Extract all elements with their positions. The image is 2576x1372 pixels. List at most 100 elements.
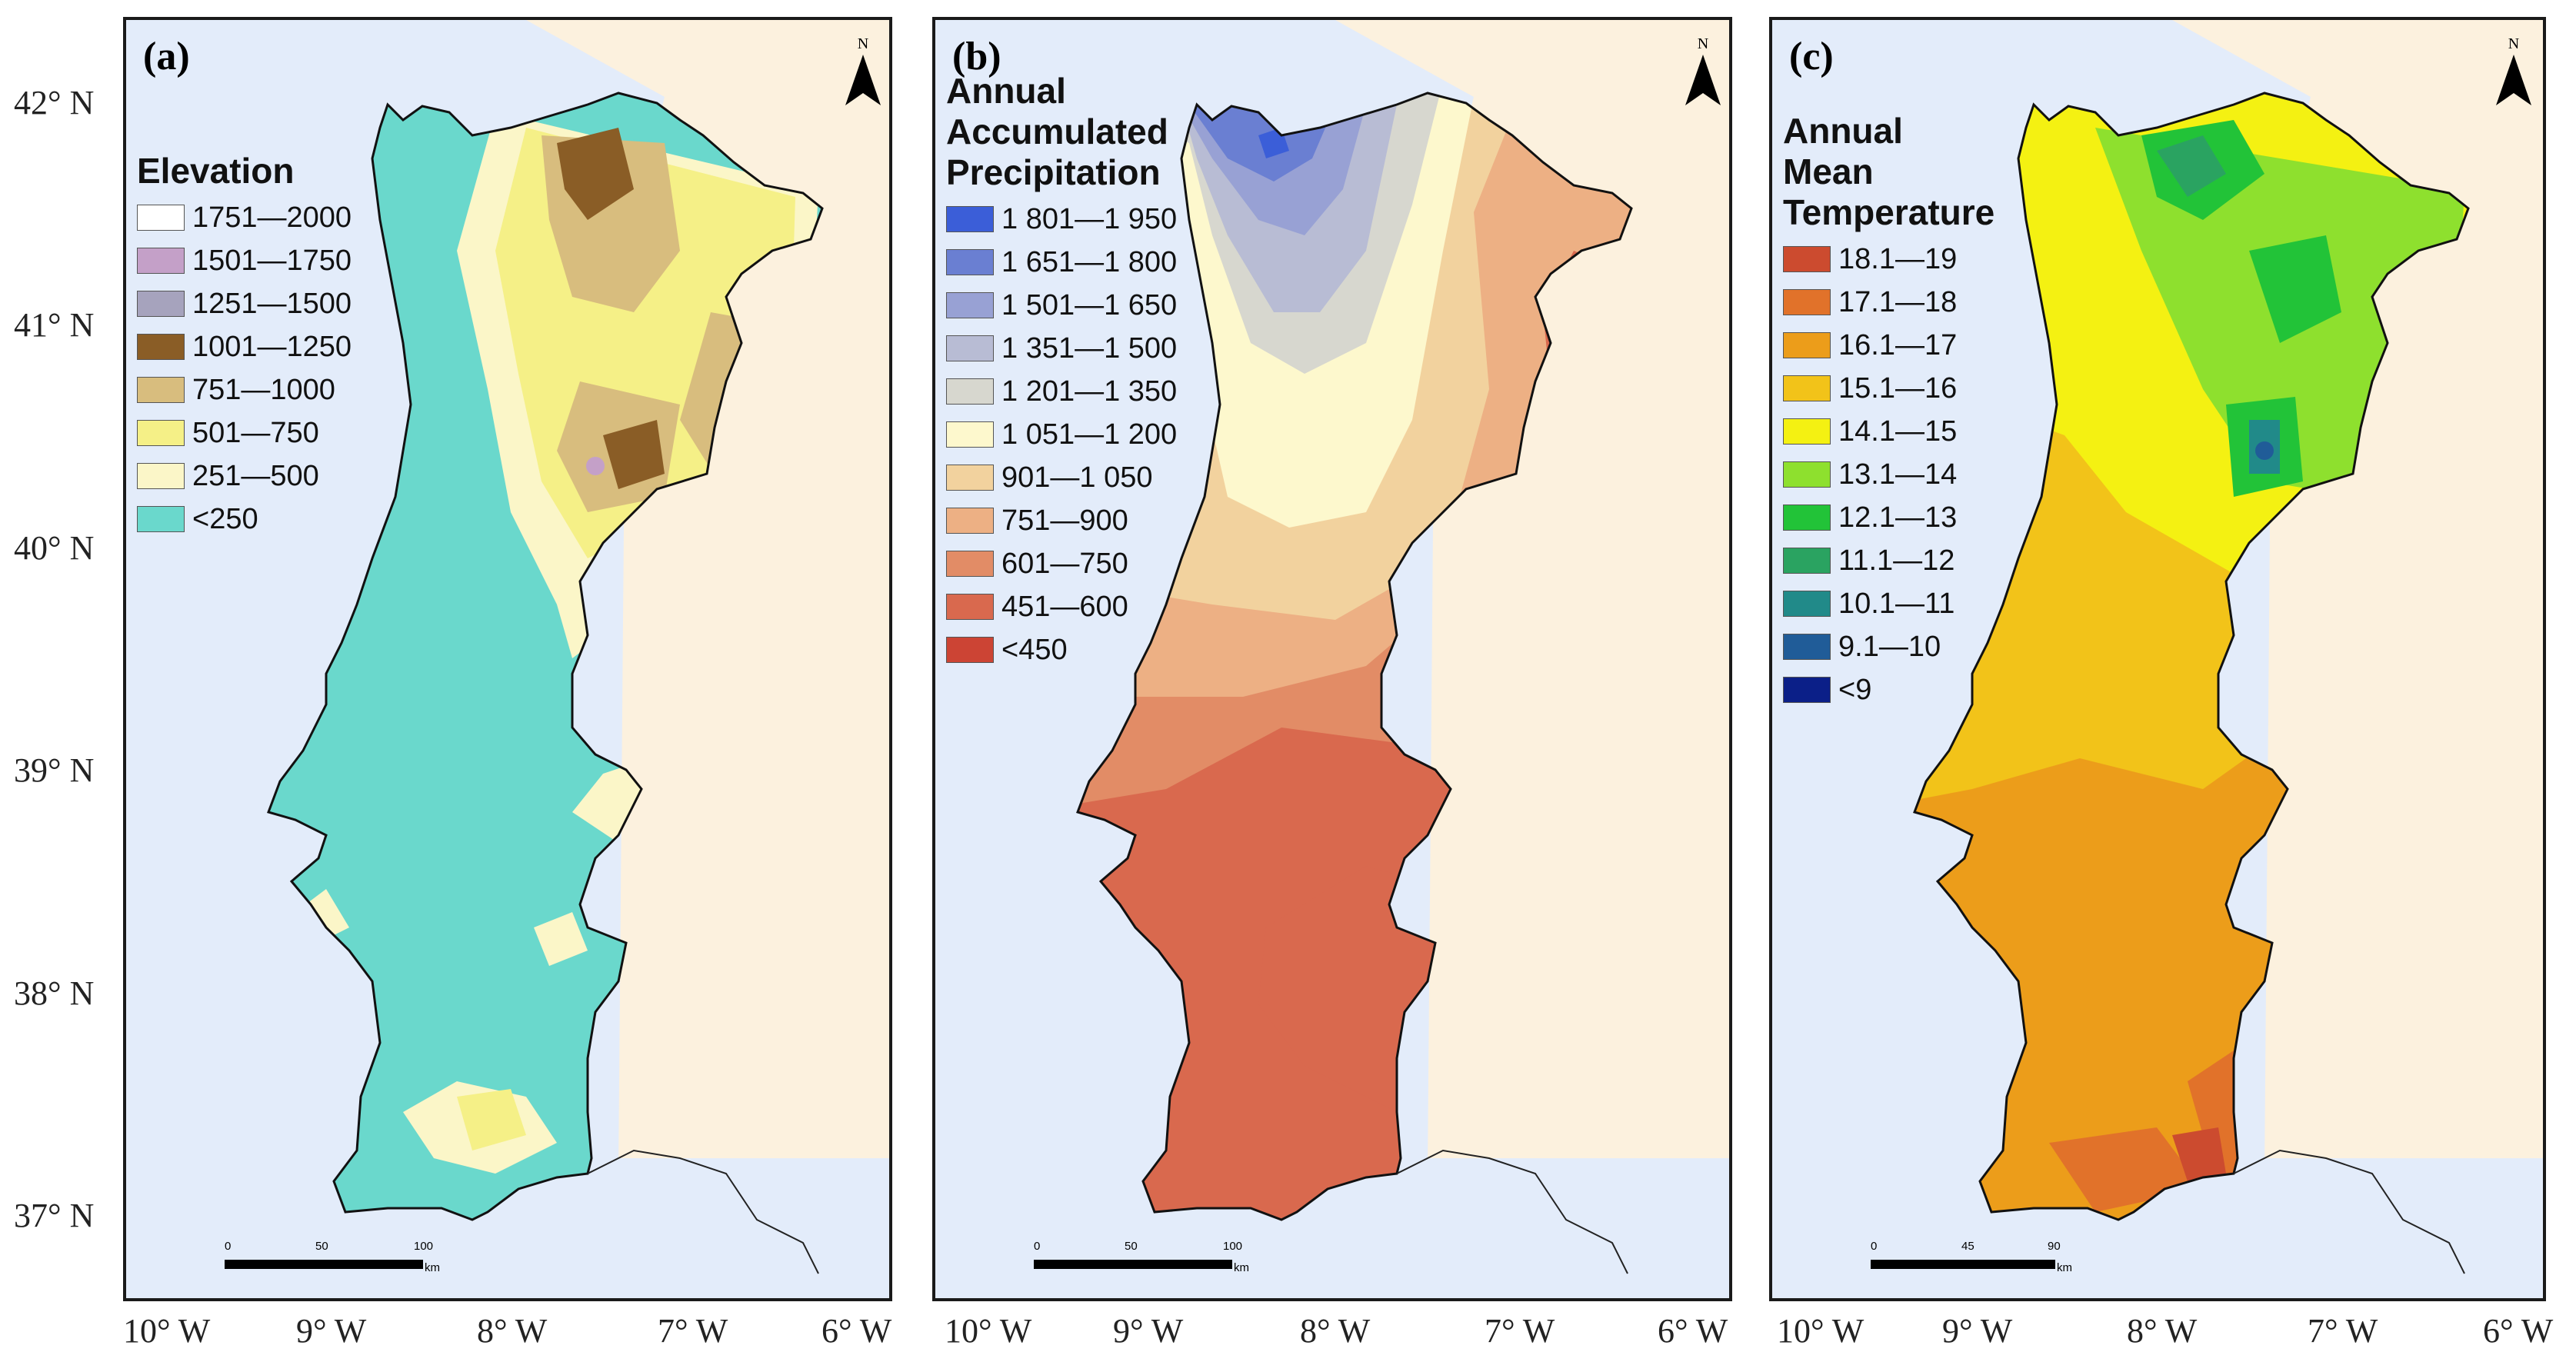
legend-label: 451—600 (1001, 590, 1128, 623)
lon-label-b-9w: 9° W (1113, 1312, 1184, 1350)
legend-swatch (1783, 677, 1831, 703)
legend-item: 1251—1500 (137, 282, 352, 325)
legend-label: 18.1—19 (1838, 242, 1958, 275)
scale-bar-line (1871, 1260, 2055, 1269)
spain-land-north (526, 20, 889, 1174)
coast-outline (267, 92, 824, 1221)
legend-label: 751—900 (1001, 504, 1128, 537)
legend-swatch (1783, 375, 1831, 401)
legend-item: 901—1 050 (946, 456, 1177, 499)
legend-swatch (137, 291, 185, 317)
legend-item: 14.1—15 (1783, 410, 1994, 453)
lon-label-b-8w: 8° W (1300, 1312, 1371, 1350)
legend-label: 901—1 050 (1001, 461, 1153, 494)
legend-swatch (946, 378, 994, 405)
legend-item: 16.1—17 (1783, 324, 1994, 367)
legend-item: 1001—1250 (137, 325, 352, 368)
legend-item: <450 (946, 628, 1177, 671)
legend-swatch (137, 248, 185, 274)
legend-swatch (137, 420, 185, 446)
scale-tick: 100 (414, 1240, 434, 1253)
legend-swatch (1783, 505, 1831, 531)
legend-item: 501—750 (137, 411, 352, 455)
legend-label: 15.1—16 (1838, 371, 1958, 405)
lon-label-c-8w: 8° W (2127, 1312, 2198, 1350)
lon-label-a-10w: 10° W (123, 1312, 211, 1350)
north-arrow-icon (2496, 55, 2531, 105)
legend-item: 1501—1750 (137, 239, 352, 282)
legend-title: Annual Mean Temperature (1783, 111, 1994, 233)
lon-label-c-7w: 7° W (2308, 1312, 2378, 1350)
legend-item: 1 201—1 350 (946, 370, 1177, 413)
lon-label-a-6w: 6° W (821, 1312, 892, 1350)
north-arrow-icon (845, 55, 881, 105)
legend-swatch (946, 206, 994, 232)
legend-swatch (946, 637, 994, 663)
legend-swatch (1783, 332, 1831, 358)
legend-label: 1501—1750 (192, 244, 352, 277)
legend-title: Annual Accumulated Precipitation (946, 71, 1177, 193)
ocean-south (557, 1158, 889, 1298)
legend-label: 10.1—11 (1838, 587, 1955, 620)
legend-swatch (1783, 591, 1831, 617)
legend-item: 1751—2000 (137, 196, 352, 239)
legend-label: 1 801—1 950 (1001, 202, 1178, 235)
legend-label: 501—750 (192, 416, 319, 449)
legend-title-line: Mean (1783, 152, 1874, 191)
legend-label: 1 651—1 800 (1001, 245, 1178, 278)
legend-item: 451—600 (946, 585, 1177, 628)
legend-label: 17.1—18 (1838, 285, 1958, 318)
southern-coast-spain (587, 1149, 819, 1274)
legend-swatch (137, 463, 185, 489)
legend-label: 16.1—17 (1838, 328, 1958, 361)
temperature-legend: Annual Mean Temperature 18.1—19 17.1—18 … (1783, 111, 1994, 711)
legend-title-line: Annual (946, 71, 1066, 111)
legend-label: 11.1—12 (1838, 544, 1955, 577)
legend-item: 751—1000 (137, 368, 352, 411)
legend-label: <450 (1001, 633, 1068, 666)
legend-swatch (137, 334, 185, 360)
legend-label: 601—750 (1001, 547, 1128, 580)
scale-tick: 0 (225, 1240, 232, 1253)
legend-item: 12.1—13 (1783, 496, 1994, 539)
legend-swatch (946, 249, 994, 275)
lat-label-41: 41° N (14, 306, 95, 344)
scale-bar: 0 50 100 km (1034, 1240, 1265, 1278)
scale-bar: 0 45 90 km (1871, 1240, 2101, 1278)
legend-swatch (946, 508, 994, 534)
legend-label: <9 (1838, 673, 1872, 706)
legend-swatch (137, 506, 185, 532)
spain-land (1335, 20, 1729, 1174)
scale-tick: 45 (1961, 1240, 1974, 1253)
elevation-map (267, 20, 889, 1298)
legend-swatch (946, 551, 994, 577)
legend-label: 251—500 (192, 459, 319, 492)
north-arrow: N (2491, 35, 2537, 111)
legend-label: 9.1—10 (1838, 630, 1941, 663)
legend-title-line: Annual (1783, 111, 1903, 151)
legend-item: 10.1—11 (1783, 582, 1994, 625)
legend-item: 1 501—1 650 (946, 284, 1177, 327)
panel-label-c: (c) (1789, 35, 1834, 78)
legend-label: 751—1000 (192, 373, 335, 406)
panel-temperature: (c) N Annual Mean Temperature 18.1—19 17… (1769, 17, 2546, 1301)
legend-swatch (946, 594, 994, 620)
legend-title-line: Temperature (1783, 192, 1995, 232)
lon-label-a-7w: 7° W (658, 1312, 728, 1350)
lon-label-b-7w: 7° W (1485, 1312, 1555, 1350)
lon-label-c-10w: 10° W (1777, 1312, 1865, 1350)
coast-outline (1076, 92, 1633, 1221)
legend-item: <9 (1783, 668, 1994, 711)
legend-swatch (1783, 548, 1831, 574)
panel-label-b: (b) (952, 35, 1001, 78)
panel-elevation: (a) N Elevation 1751—2000 1501—1750 1251… (123, 17, 892, 1301)
legend-item: 13.1—14 (1783, 453, 1994, 496)
legend-label: 14.1—15 (1838, 415, 1958, 448)
elevation-zones (295, 112, 818, 1174)
scale-unit: km (1234, 1261, 1249, 1274)
scale-bar-line (225, 1260, 423, 1269)
legend-swatch (1783, 634, 1831, 660)
lat-label-37: 37° N (14, 1197, 95, 1234)
legend-item: 601—750 (946, 542, 1177, 585)
legend-swatch (946, 421, 994, 448)
